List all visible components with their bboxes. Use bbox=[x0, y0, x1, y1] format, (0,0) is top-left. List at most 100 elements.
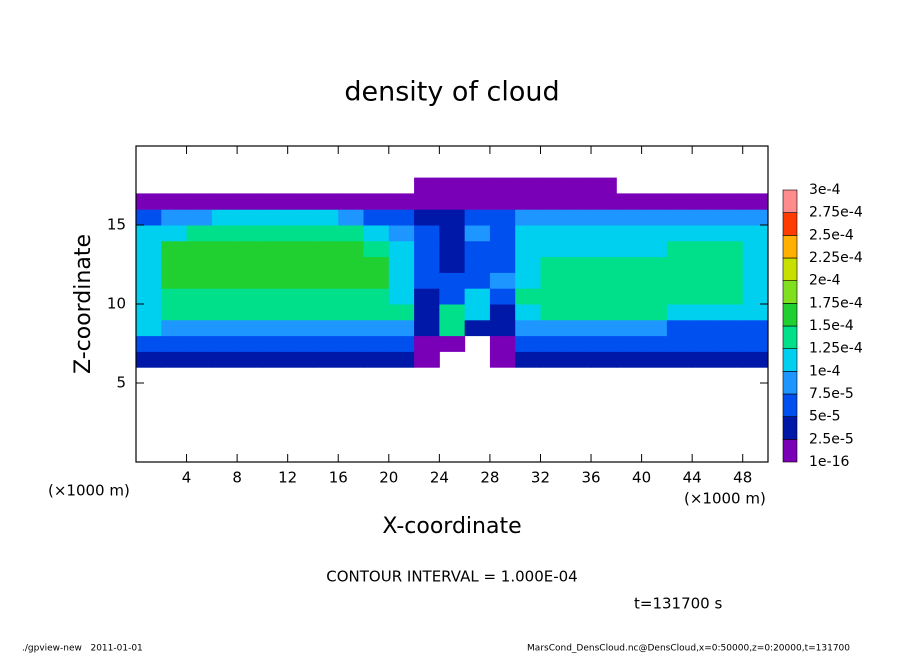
footer-left: ./gpview-new 2011-01-01 bbox=[22, 644, 143, 654]
colorbar-label: 2.5e-5 bbox=[809, 431, 854, 447]
field-cell bbox=[742, 272, 769, 289]
field-cell bbox=[414, 193, 440, 210]
field-cell bbox=[388, 272, 415, 289]
field-cell bbox=[565, 351, 592, 368]
field-cell bbox=[237, 225, 263, 242]
field-cell bbox=[641, 272, 668, 289]
field-cell bbox=[565, 193, 592, 210]
field-cell bbox=[515, 256, 541, 273]
field-cell bbox=[464, 193, 491, 210]
x-axis-label: X-coordinate bbox=[382, 514, 521, 539]
colorbar-label: 1.75e-4 bbox=[809, 295, 863, 311]
field-cell bbox=[211, 319, 238, 337]
field-cell bbox=[591, 304, 617, 321]
field-cell bbox=[565, 177, 592, 194]
field-cell bbox=[414, 351, 440, 368]
x-tick-label: 48 bbox=[733, 469, 752, 487]
field-cell bbox=[287, 225, 314, 242]
field-cell bbox=[742, 256, 769, 273]
field-cell bbox=[742, 351, 769, 368]
field-cell bbox=[666, 225, 693, 242]
field-cell bbox=[515, 319, 541, 337]
field-cell bbox=[464, 319, 491, 337]
field-cell bbox=[464, 256, 491, 273]
field-cell bbox=[641, 304, 668, 321]
field-cell bbox=[591, 351, 617, 368]
field-cell bbox=[742, 335, 769, 352]
field-cell bbox=[414, 209, 440, 226]
colorbar-box bbox=[782, 348, 798, 372]
field-cell bbox=[388, 304, 415, 321]
field-cell bbox=[591, 225, 617, 242]
field-cell bbox=[540, 319, 567, 337]
field-cell bbox=[388, 256, 415, 273]
field-cell bbox=[591, 272, 617, 289]
field-cell bbox=[237, 288, 263, 305]
field-cell bbox=[312, 272, 339, 289]
field-cell bbox=[616, 225, 643, 242]
field-cell bbox=[565, 225, 592, 242]
field-cell bbox=[540, 225, 567, 242]
colorbar-box bbox=[782, 303, 798, 327]
field-cell bbox=[666, 351, 693, 368]
field-cell bbox=[414, 304, 440, 321]
field-cell bbox=[287, 335, 314, 352]
colorbar-label: 1.25e-4 bbox=[809, 341, 863, 357]
field-cell bbox=[312, 193, 339, 210]
field-cell bbox=[439, 193, 466, 210]
field-cell bbox=[338, 256, 365, 273]
field-cell bbox=[641, 193, 668, 210]
field-cell bbox=[211, 193, 238, 210]
field-cell bbox=[388, 225, 415, 242]
field-cell bbox=[489, 209, 516, 226]
field-cell bbox=[237, 335, 263, 352]
colorbar-label: 2.25e-4 bbox=[809, 250, 863, 266]
field-cell bbox=[312, 304, 339, 321]
field-cell bbox=[312, 225, 339, 242]
field-cell bbox=[616, 193, 643, 210]
field-cell bbox=[540, 256, 567, 273]
field-cell bbox=[363, 193, 390, 210]
field-cell bbox=[338, 288, 365, 305]
field-cell bbox=[136, 335, 162, 352]
field-cell bbox=[742, 209, 769, 226]
field-cell bbox=[363, 304, 390, 321]
field-cell bbox=[287, 272, 314, 289]
field-cell bbox=[237, 351, 263, 368]
field-cell bbox=[338, 304, 365, 321]
field-cell bbox=[262, 209, 289, 226]
field-cell bbox=[489, 177, 516, 194]
field-cell bbox=[161, 304, 188, 321]
field-cell bbox=[414, 335, 440, 352]
field-cell bbox=[262, 193, 289, 210]
field-cell bbox=[338, 240, 365, 258]
field-cell bbox=[136, 225, 162, 242]
field-cell bbox=[414, 177, 440, 194]
field-cell bbox=[666, 288, 693, 305]
field-cell bbox=[338, 193, 365, 210]
field-cell bbox=[641, 256, 668, 273]
field-cell bbox=[666, 193, 693, 210]
colorbar-label: 2e-4 bbox=[809, 273, 841, 289]
field-cell bbox=[211, 335, 238, 352]
field-cell bbox=[136, 256, 162, 273]
field-cell bbox=[666, 319, 693, 337]
field-cell bbox=[515, 225, 541, 242]
field-cell bbox=[717, 225, 744, 242]
field-cell bbox=[540, 272, 567, 289]
field-cell bbox=[312, 240, 339, 258]
colorbar-box bbox=[782, 189, 798, 213]
field-cell bbox=[161, 351, 188, 368]
field-cell bbox=[616, 304, 643, 321]
x-tick-label: 8 bbox=[232, 469, 242, 487]
field-cell bbox=[262, 304, 289, 321]
field-cell bbox=[616, 209, 643, 226]
field-cell bbox=[388, 288, 415, 305]
field-cell bbox=[489, 240, 516, 258]
field-cell bbox=[186, 304, 213, 321]
field-cell bbox=[692, 288, 718, 305]
field-cell bbox=[515, 193, 541, 210]
field-cell bbox=[363, 225, 390, 242]
